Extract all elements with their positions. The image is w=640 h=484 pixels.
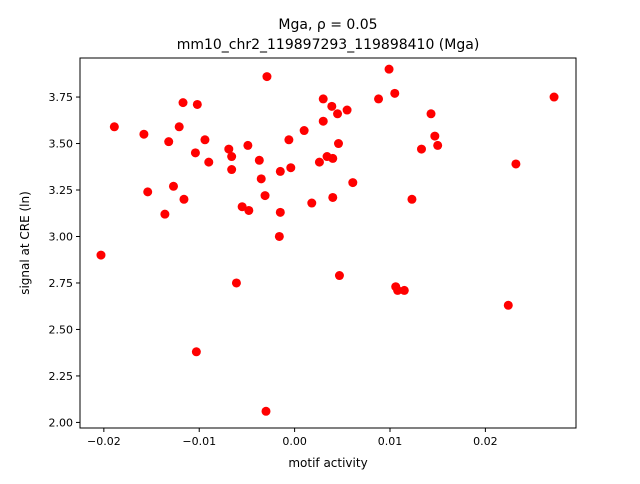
data-point bbox=[275, 207, 285, 217]
data-point bbox=[231, 278, 241, 288]
data-point bbox=[160, 209, 170, 219]
x-tick-label: −0.02 bbox=[87, 435, 121, 448]
data-point bbox=[224, 144, 234, 154]
y-tick-label: 3.00 bbox=[49, 230, 74, 243]
y-tick-label: 2.50 bbox=[49, 323, 74, 336]
data-point bbox=[227, 152, 237, 162]
data-point bbox=[503, 300, 513, 310]
data-point bbox=[334, 271, 344, 281]
chart-subtitle: mm10_chr2_119897293_119898410 (Mga) bbox=[177, 37, 480, 53]
data-point bbox=[164, 137, 174, 147]
data-point bbox=[204, 157, 214, 167]
data-point bbox=[407, 194, 417, 204]
data-point bbox=[430, 131, 440, 141]
data-point bbox=[244, 205, 254, 215]
data-point bbox=[374, 94, 384, 104]
data-point bbox=[254, 155, 264, 165]
x-tick-label: 0.01 bbox=[378, 435, 403, 448]
y-tick-label: 3.25 bbox=[49, 184, 74, 197]
x-tick-label: 0.00 bbox=[282, 435, 307, 448]
y-tick-label: 2.00 bbox=[49, 416, 74, 429]
data-point bbox=[179, 194, 189, 204]
data-point bbox=[333, 139, 343, 149]
y-tick-label: 3.50 bbox=[49, 138, 74, 151]
data-point bbox=[284, 135, 294, 145]
data-point bbox=[274, 231, 284, 241]
data-point bbox=[549, 92, 559, 102]
data-point bbox=[342, 105, 352, 115]
chart-title: Mga, ρ = 0.05 bbox=[278, 17, 377, 33]
data-point bbox=[227, 165, 237, 175]
data-point bbox=[262, 72, 272, 82]
y-tick-label: 2.25 bbox=[49, 370, 74, 383]
data-point bbox=[416, 144, 426, 154]
data-point bbox=[333, 109, 343, 119]
y-axis-label: signal at CRE (ln) bbox=[18, 191, 32, 295]
data-point bbox=[192, 99, 202, 109]
y-tick-label: 2.75 bbox=[49, 277, 74, 290]
data-point bbox=[168, 181, 178, 191]
chart-title-line-1: Mga, ρ = 0.05 bbox=[278, 17, 377, 33]
data-point bbox=[314, 157, 324, 167]
x-axis-label: motif activity bbox=[288, 456, 367, 470]
data-point bbox=[511, 159, 521, 169]
data-point bbox=[318, 94, 328, 104]
data-point bbox=[307, 198, 317, 208]
data-point bbox=[178, 98, 188, 108]
data-point bbox=[286, 163, 296, 173]
x-tick-label: −0.01 bbox=[182, 435, 216, 448]
data-point bbox=[393, 285, 403, 295]
data-point bbox=[384, 64, 394, 74]
data-point bbox=[299, 126, 309, 136]
data-point bbox=[261, 406, 271, 416]
data-point bbox=[399, 285, 409, 295]
data-point bbox=[191, 347, 201, 357]
data-point bbox=[390, 88, 400, 98]
data-point bbox=[328, 192, 338, 202]
data-point bbox=[143, 187, 153, 197]
data-point bbox=[200, 135, 210, 145]
data-point bbox=[328, 153, 338, 163]
y-axis-ticks: 2.00 2.25 2.50 2.75 3.00 3.25 3.50 3.75 bbox=[49, 91, 80, 429]
x-tick-label: 0.02 bbox=[473, 435, 498, 448]
data-point bbox=[275, 166, 285, 176]
data-point bbox=[237, 202, 247, 212]
data-point bbox=[327, 101, 337, 111]
data-point bbox=[96, 250, 106, 260]
data-point bbox=[139, 129, 149, 139]
data-point bbox=[243, 140, 253, 150]
data-point bbox=[260, 191, 270, 201]
data-point bbox=[190, 148, 200, 158]
data-point bbox=[426, 109, 436, 119]
data-point bbox=[109, 122, 119, 132]
chart-title-line-2: mm10_chr2_119897293_119898410 (Mga) bbox=[177, 37, 480, 53]
data-points bbox=[96, 64, 559, 416]
plot-area-frame bbox=[79, 57, 577, 429]
data-point bbox=[174, 122, 184, 132]
data-point bbox=[433, 140, 443, 150]
data-point bbox=[318, 116, 328, 126]
x-axis-ticks: −0.02 −0.01 0.00 0.01 0.02 bbox=[87, 428, 498, 448]
data-point bbox=[256, 174, 266, 184]
y-tick-label: 3.75 bbox=[49, 91, 74, 104]
data-point bbox=[348, 178, 358, 188]
